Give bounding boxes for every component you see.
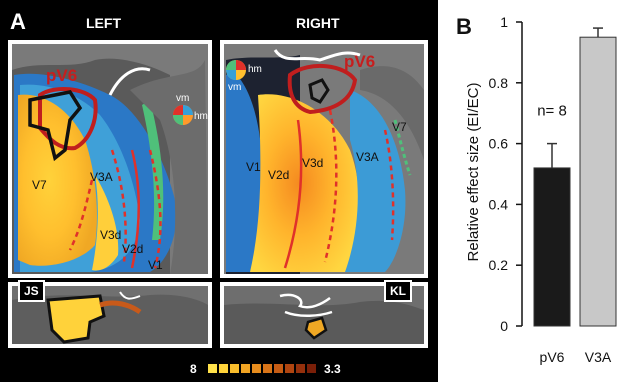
panel-b-label: B	[456, 14, 472, 39]
panel-a-label: A	[10, 9, 26, 34]
left-hemisphere-map	[8, 40, 212, 278]
bar-v3a	[579, 36, 617, 327]
left-legend-hm: hm	[194, 111, 208, 122]
left-label-v2d: V2d	[122, 242, 144, 256]
right-legend-hm: hm	[248, 64, 262, 75]
colorbar-swatch	[263, 364, 272, 373]
right-hemisphere-map	[220, 40, 428, 278]
right-hemisphere-title: RIGHT	[296, 15, 340, 31]
colorbar-min-label: 8	[190, 362, 197, 376]
right-label-v2d: V2d	[268, 168, 290, 182]
right-label-v3d: V3d	[302, 156, 324, 170]
left-label-v3d: V3d	[100, 228, 122, 242]
y-tick-label: 0	[500, 318, 508, 334]
left-label-v1: V1	[148, 258, 163, 272]
colorbar-swatch	[208, 364, 217, 373]
y-tick-label: 0.6	[489, 136, 509, 152]
right-label-v1: V1	[246, 160, 261, 174]
y-tick-label: 0.8	[489, 75, 509, 91]
bar-pv6	[533, 167, 571, 327]
right-label-pv6: pV6	[344, 52, 376, 71]
colorbar-swatch	[296, 364, 305, 373]
panel-a-canvas	[8, 40, 428, 373]
x-tick-label: pV6	[540, 349, 565, 365]
colorbar-swatch	[241, 364, 250, 373]
panel-b: B Relative effect size (EI/EC) 0 0.2 0.4 0.…	[438, 0, 624, 382]
colorbar-swatch	[230, 364, 239, 373]
x-tick-label: V3A	[585, 349, 612, 365]
panel-a: A LEFT RIGHT pV6 V7 V3A V3d V2d V1 pV6 V…	[0, 0, 438, 382]
colorbar-swatch	[285, 364, 294, 373]
colorbar-swatch	[219, 364, 228, 373]
y-tick-label: 0.4	[489, 196, 509, 212]
right-legend-vm: vm	[228, 82, 242, 93]
subject-label-js: JS	[18, 280, 45, 302]
left-label-v7: V7	[32, 178, 47, 192]
y-tick-label: 1	[500, 14, 508, 30]
bar-chart: B Relative effect size (EI/EC) 0 0.2 0.4 0.…	[456, 14, 617, 365]
sample-size-annotation: n= 8	[537, 103, 567, 120]
right-label-v3a: V3A	[356, 150, 379, 164]
colorbar	[208, 364, 316, 373]
subject-label-kl: KL	[384, 280, 412, 302]
y-axis-label: Relative effect size (EI/EC)	[465, 83, 482, 262]
colorbar-swatch	[252, 364, 261, 373]
left-legend-vm: vm	[176, 93, 190, 104]
right-label-v7: V7	[392, 120, 407, 134]
left-label-pv6: pV6	[46, 66, 78, 85]
colorbar-swatch	[274, 364, 283, 373]
left-hemisphere-title: LEFT	[86, 15, 121, 31]
y-tick-label: 0.2	[489, 257, 509, 273]
colorbar-max-label: 3.3	[324, 362, 341, 376]
left-label-v3a: V3A	[90, 170, 113, 184]
colorbar-swatch	[307, 364, 316, 373]
